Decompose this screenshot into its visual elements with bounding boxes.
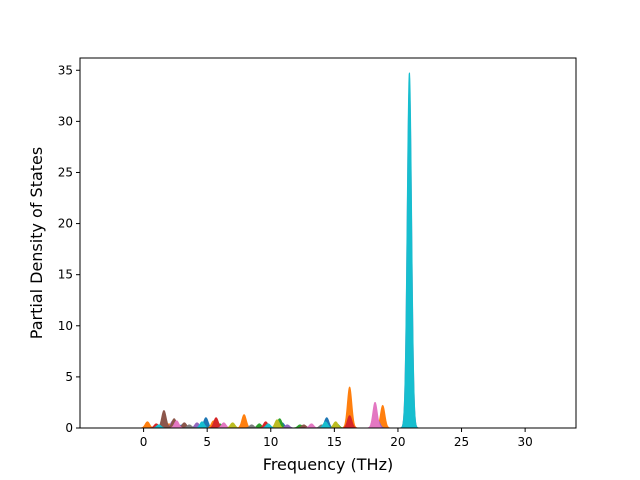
x-tick-label: 5 [203,435,211,449]
x-tick-label: 20 [390,435,405,449]
y-tick-label: 10 [58,319,73,333]
x-tick-label: 10 [263,435,278,449]
x-tick-label: 25 [454,435,469,449]
y-tick-label: 25 [58,165,73,179]
y-axis-label: Partial Density of States [27,147,46,339]
plot-frame [79,57,577,429]
y-tick-label: 5 [65,370,73,384]
x-tick-label: 0 [140,435,148,449]
y-tick-label: 15 [58,268,73,282]
x-axis-label: Frequency (THz) [263,455,393,474]
y-tick-label: 0 [65,421,73,435]
y-axis: 0 5 10 15 20 25 30 35 [58,63,80,435]
y-tick-label: 20 [58,217,73,231]
y-tick-label: 35 [58,63,73,77]
y-tick-label: 30 [58,114,73,128]
x-tick-label: 30 [517,435,532,449]
x-axis: 0 5 10 15 20 25 30 [140,428,533,449]
x-tick-label: 15 [327,435,342,449]
